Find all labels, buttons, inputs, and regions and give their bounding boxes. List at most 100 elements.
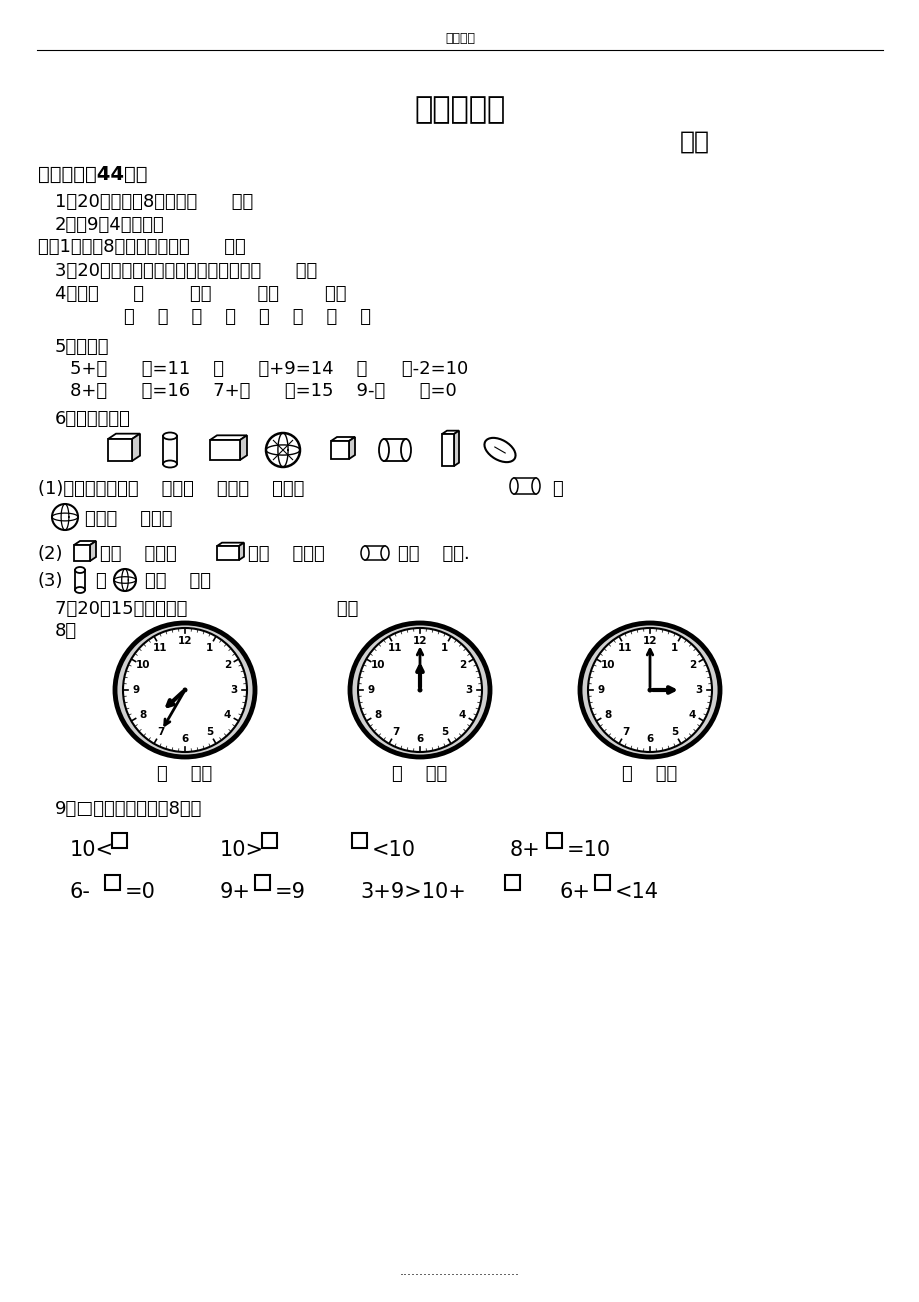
Text: 6+: 6+ [560, 881, 590, 902]
Text: （    ）    （    ）    （    ）    （    ）: （ ） （ ） （ ） （ ） [55, 309, 370, 326]
Text: （    ）时: （ ）时 [157, 766, 212, 783]
Circle shape [647, 687, 652, 693]
Ellipse shape [357, 628, 482, 753]
Text: =0: =0 [125, 881, 155, 902]
Text: 10: 10 [370, 660, 384, 671]
Text: 是第（    ）个。: 是第（ ）个。 [85, 510, 173, 529]
Text: 10<: 10< [70, 840, 114, 861]
Ellipse shape [163, 432, 176, 440]
Circle shape [114, 569, 136, 591]
Circle shape [266, 434, 300, 467]
Text: 11: 11 [618, 643, 632, 652]
Text: 4: 4 [459, 710, 466, 720]
Text: (2): (2) [38, 546, 63, 562]
Polygon shape [217, 543, 244, 546]
Bar [547, 832, 562, 848]
Text: ），1个十和8个一合起来是（      ）。: ），1个十和8个一合起来是（ ）。 [38, 238, 245, 256]
Polygon shape [441, 431, 459, 434]
Ellipse shape [484, 437, 515, 462]
Text: 6: 6 [416, 734, 423, 743]
Text: 2．比9多4的数是（: 2．比9多4的数是（ [55, 216, 165, 234]
Text: =9: =9 [275, 881, 306, 902]
Text: 7: 7 [156, 728, 164, 737]
Text: 1: 1 [206, 643, 213, 652]
Text: 1: 1 [440, 643, 448, 652]
Text: 8+: 8+ [509, 840, 540, 861]
Polygon shape [441, 434, 453, 466]
Text: 10: 10 [135, 660, 150, 671]
Bar [595, 875, 610, 889]
Bar [262, 832, 278, 848]
Ellipse shape [75, 587, 85, 592]
Text: 2: 2 [688, 660, 696, 671]
Text: （    ）时: （ ）时 [391, 766, 448, 783]
Polygon shape [131, 434, 140, 461]
Text: 2: 2 [459, 660, 466, 671]
Text: 1: 1 [670, 643, 677, 652]
Text: 9．□里可以填几？（8分）: 9．□里可以填几？（8分） [55, 799, 202, 818]
Text: ..............................: .............................. [400, 1266, 519, 1279]
Text: 1．20前面的第8个数是（      ）。: 1．20前面的第8个数是（ ）。 [55, 193, 253, 211]
Polygon shape [90, 542, 96, 561]
Text: 11: 11 [153, 643, 167, 652]
Ellipse shape [531, 478, 539, 493]
Text: 7: 7 [621, 728, 629, 737]
Polygon shape [108, 434, 140, 439]
Ellipse shape [115, 622, 255, 756]
Text: 9: 9 [367, 685, 374, 695]
Bar [352, 832, 367, 848]
Text: 7: 7 [391, 728, 399, 737]
Text: 3+9>10+: 3+9>10+ [359, 881, 465, 902]
Polygon shape [74, 542, 96, 546]
Text: 8: 8 [373, 710, 380, 720]
Ellipse shape [509, 478, 517, 493]
Text: 有（    ）个，: 有（ ）个， [100, 546, 176, 562]
Polygon shape [108, 439, 131, 461]
Text: 7．20和15中间的数（                          ）。: 7．20和15中间的数（ ）。 [55, 600, 358, 618]
Ellipse shape [380, 546, 389, 560]
Ellipse shape [123, 628, 246, 753]
Text: 12: 12 [413, 635, 426, 646]
Text: （    ）时: （ ）时 [621, 766, 677, 783]
Polygon shape [217, 546, 239, 560]
Text: 2: 2 [223, 660, 231, 671]
Text: 6: 6 [181, 734, 188, 743]
Circle shape [417, 687, 422, 693]
Bar [255, 875, 270, 889]
Ellipse shape [360, 546, 369, 560]
Text: 11: 11 [388, 643, 403, 652]
Text: <14: <14 [614, 881, 658, 902]
Text: 5: 5 [440, 728, 448, 737]
Text: 姓名: 姓名 [679, 130, 709, 154]
Text: 有（    ）个.: 有（ ）个. [398, 546, 470, 562]
Bar [505, 875, 520, 889]
Polygon shape [348, 437, 355, 460]
Text: 5: 5 [206, 728, 213, 737]
Text: 一、填空（44分）: 一、填空（44分） [38, 165, 147, 184]
Text: 6-: 6- [70, 881, 91, 902]
Text: 多（    ）个: 多（ ）个 [145, 572, 210, 590]
Ellipse shape [163, 461, 176, 467]
Bar [106, 875, 120, 889]
Text: 6: 6 [646, 734, 652, 743]
Ellipse shape [579, 622, 720, 756]
Text: =10: =10 [566, 840, 610, 861]
Text: 4: 4 [223, 710, 231, 720]
Text: 6．看图填空。: 6．看图填空。 [55, 410, 130, 428]
Text: <10: <10 [371, 840, 415, 861]
Text: 8+（      ）=16    7+（      ）=15    9-（      ）=0: 8+（ ）=16 7+（ ）=15 9-（ ）=0 [70, 381, 456, 400]
Polygon shape [210, 435, 246, 440]
Text: (3): (3) [38, 572, 63, 590]
Polygon shape [331, 441, 348, 460]
Text: 4．写数      九        十一        二十        十八: 4．写数 九 十一 二十 十八 [55, 285, 346, 303]
Text: 10>: 10> [220, 840, 264, 861]
Polygon shape [239, 543, 244, 560]
Circle shape [182, 687, 187, 693]
Text: 3．20以内十位和个位数字相同的数是（      ）。: 3．20以内十位和个位数字相同的数是（ ）。 [55, 262, 317, 280]
Text: 8．: 8． [55, 622, 77, 641]
Text: 10: 10 [600, 660, 614, 671]
Text: 9: 9 [596, 685, 604, 695]
Text: 3: 3 [230, 685, 237, 695]
Ellipse shape [379, 439, 389, 461]
Ellipse shape [401, 439, 411, 461]
